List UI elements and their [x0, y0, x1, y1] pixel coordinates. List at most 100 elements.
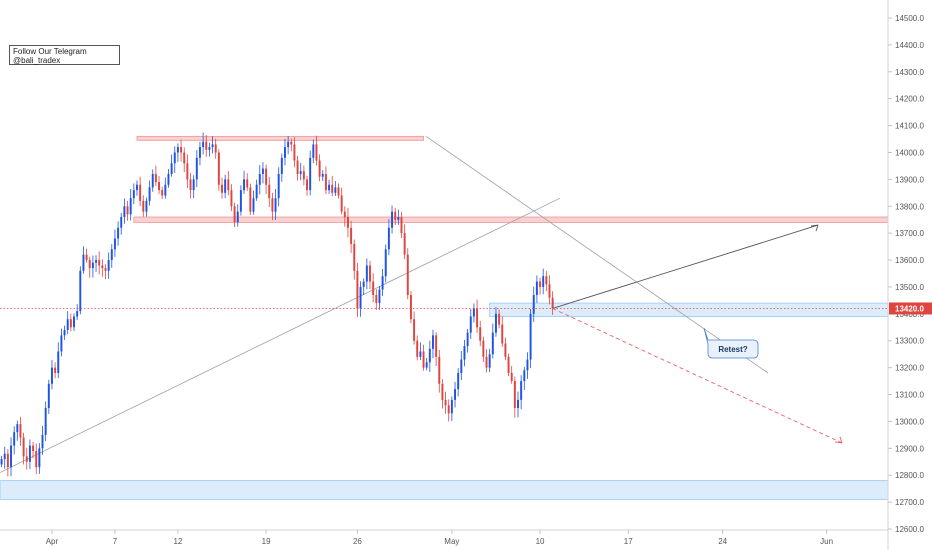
price-tick-label: 12800.0	[895, 471, 924, 480]
candle-body	[413, 319, 416, 341]
candle-body	[85, 254, 88, 261]
candle-body	[482, 340, 485, 357]
candle-body	[287, 141, 290, 148]
candle-body	[221, 184, 223, 193]
candle-body	[22, 437, 25, 457]
time-tick-label: 24	[718, 537, 727, 546]
candle-body	[501, 324, 504, 344]
last-price-tag	[889, 302, 932, 315]
candle-body	[318, 160, 321, 177]
candle-body	[403, 233, 406, 255]
candle-body	[35, 451, 38, 468]
candle-body	[422, 351, 425, 368]
candle-body	[6, 453, 9, 468]
time-tick-label: Apr	[46, 537, 59, 546]
candle-body	[450, 399, 453, 414]
candle-body	[3, 453, 6, 460]
candle-body	[315, 144, 318, 161]
candle-body	[362, 281, 365, 287]
resistance-zone-top	[136, 135, 424, 141]
candle-body	[16, 424, 19, 433]
candle-body	[321, 173, 324, 177]
price-tick-label: 13700.0	[895, 229, 924, 238]
candle-body	[145, 200, 148, 212]
candle-body	[340, 195, 343, 212]
candle-body	[479, 327, 482, 341]
candle-body	[416, 340, 419, 357]
candle-body	[164, 184, 167, 196]
candle-body	[25, 456, 28, 462]
time-tick-label: 10	[536, 537, 545, 546]
candle-body	[38, 448, 41, 468]
candle-body	[224, 179, 227, 193]
candle-body	[346, 217, 349, 228]
candle-body	[397, 217, 400, 220]
candle-body	[381, 276, 384, 290]
candle-body	[107, 260, 110, 271]
candle-body	[236, 211, 239, 223]
candle-body	[0, 459, 3, 465]
time-tick-label: May	[444, 537, 459, 546]
candle-body	[255, 184, 258, 199]
support-zone-retest	[489, 302, 889, 317]
telegram-note: Follow Our Telegram @bali_tradex	[9, 45, 120, 65]
candle-body	[95, 260, 98, 263]
candle-body	[73, 316, 75, 328]
candle-body	[539, 281, 542, 287]
candle-body	[529, 313, 532, 360]
candles-layer	[0, 132, 554, 477]
candle-body	[331, 184, 334, 193]
candle-body	[365, 265, 368, 282]
candle-body	[548, 284, 551, 298]
candle-body	[154, 173, 157, 183]
candle-body	[41, 434, 44, 449]
candle-body	[19, 424, 22, 438]
candle-body	[76, 311, 79, 317]
price-tick-label: 14400.0	[895, 41, 924, 50]
candle-body	[375, 295, 378, 304]
candle-body	[504, 343, 507, 357]
candle-body	[447, 405, 450, 414]
price-tick-label: 13300.0	[895, 337, 924, 346]
candle-body	[277, 173, 280, 199]
projection-up-arrowhead	[810, 224, 819, 232]
candle-body	[485, 356, 488, 368]
price-tick-label: 14200.0	[895, 95, 924, 104]
candle-body	[498, 313, 501, 325]
candle-body	[148, 187, 151, 201]
candle-body	[63, 329, 66, 336]
candle-body	[183, 152, 186, 164]
candle-body	[391, 211, 394, 228]
candle-body	[167, 173, 170, 185]
candle-body	[79, 270, 82, 312]
candle-body	[280, 157, 283, 174]
zones-layer	[0, 135, 889, 500]
price-tick-label: 14100.0	[895, 122, 924, 131]
candle-body	[517, 399, 519, 408]
retest-callout-label: Retest?	[718, 345, 747, 354]
candle-body	[198, 147, 201, 158]
candle-body	[428, 348, 431, 363]
candle-body	[211, 144, 214, 148]
candle-body	[186, 163, 189, 180]
candle-body	[444, 399, 447, 406]
candle-body	[101, 265, 104, 269]
candle-body	[334, 187, 337, 193]
candle-body	[88, 260, 91, 269]
candle-body	[302, 171, 305, 180]
telegram-line-2: @bali_tradex	[13, 56, 61, 65]
candle-body	[457, 373, 460, 390]
trendlines-layer	[0, 136, 769, 473]
candle-body	[290, 141, 293, 145]
candle-body	[359, 286, 362, 309]
candle-body	[343, 211, 346, 218]
candle-body	[10, 445, 12, 468]
candle-body	[441, 383, 444, 400]
time-tick-label: 19	[262, 537, 271, 546]
candle-body	[425, 362, 428, 368]
candle-body	[258, 173, 261, 185]
candle-body	[535, 281, 538, 296]
price-tick-label: 13500.0	[895, 283, 924, 292]
